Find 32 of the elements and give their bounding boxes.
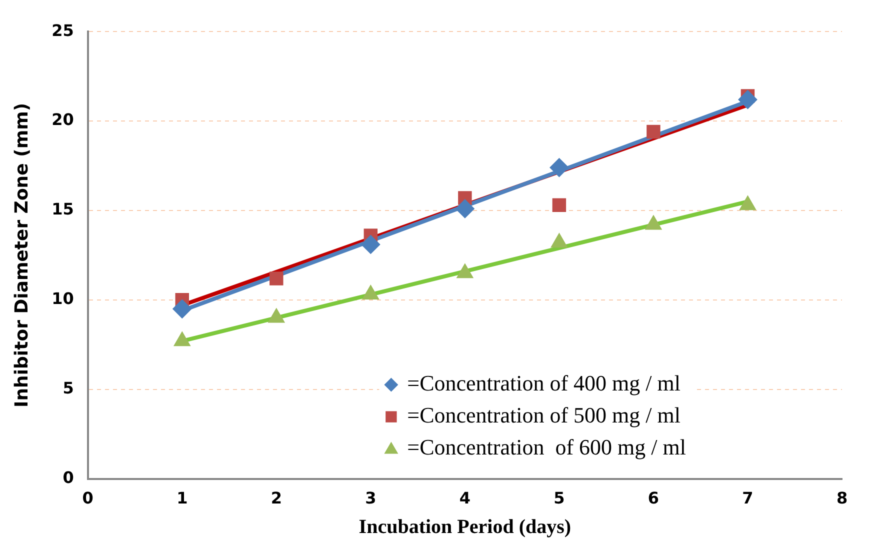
point [646,124,660,139]
point [552,198,566,212]
point [270,272,284,286]
point [738,90,758,110]
legend-label: =Concentration of 600 mg / ml [407,434,686,460]
point [362,285,379,300]
y-tick-label: 25 [52,20,74,40]
x-tick-label: 4 [459,488,471,508]
x-tick-label: 6 [648,488,660,508]
x-axis-title: Incubation Period (days) [358,516,572,538]
legend-label: =Concentration of 500 mg / ml [407,402,681,428]
point [455,199,474,218]
x-tick-label: 5 [554,488,565,508]
point [174,332,190,346]
x-tick-label: 1 [176,488,188,508]
point [456,264,474,278]
y-tick-label: 0 [62,468,74,487]
point [268,308,285,323]
x-tick-label: 2 [270,488,282,508]
legend-label: =Concentration of 400 mg / ml [407,370,681,396]
y-tick-label: 15 [52,200,74,219]
y-tick-label: 10 [52,289,74,308]
x-tick-label: 8 [836,488,848,508]
x-tick-label: 7 [742,488,754,508]
y-axis-title: Inhibitor Diameter Zone (mm) [11,102,32,408]
point [361,234,380,254]
y-tick-label: 20 [52,110,74,130]
x-tick-label: 3 [365,488,376,508]
point [172,299,192,318]
point [550,158,569,178]
x-tick-label: 0 [82,488,94,508]
y-tick-label: 5 [62,378,74,398]
